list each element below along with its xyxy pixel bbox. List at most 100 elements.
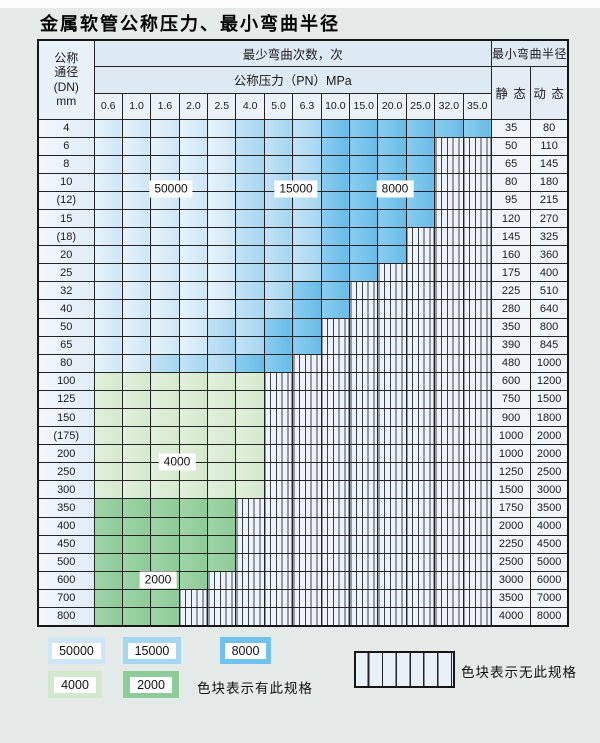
no-spec-cell bbox=[377, 480, 407, 500]
no-spec-cell bbox=[377, 426, 407, 446]
dynamic-radius-value: 2000 bbox=[530, 444, 569, 464]
table-row: 15 120 270 bbox=[37, 208, 569, 229]
no-spec-cell bbox=[377, 444, 407, 464]
pressure-column-header: 0.6 bbox=[93, 92, 123, 120]
spec-cell bbox=[93, 444, 123, 464]
no-spec-cell bbox=[405, 299, 436, 319]
spec-cell bbox=[207, 407, 237, 428]
table-row: 80 480 1000 bbox=[37, 353, 569, 373]
pressure-column-header: 32.0 bbox=[434, 92, 464, 120]
table-row: 40 280 640 bbox=[37, 299, 569, 319]
spec-cell bbox=[377, 154, 407, 174]
no-spec-cell bbox=[377, 552, 407, 572]
spec-cell bbox=[150, 607, 180, 627]
dn-column-header: 公称 通径 (DN) mm bbox=[37, 39, 95, 120]
static-radius-value: 2500 bbox=[490, 552, 532, 572]
table-row: 125 750 1500 bbox=[37, 389, 569, 410]
spec-cell bbox=[121, 299, 152, 319]
spec-cell bbox=[93, 426, 123, 446]
spec-cell bbox=[121, 534, 152, 554]
spec-cell bbox=[121, 208, 152, 229]
spec-cell bbox=[93, 498, 123, 518]
dynamic-radius-value: 270 bbox=[530, 208, 569, 229]
spec-cell bbox=[235, 208, 265, 229]
static-radius-value: 145 bbox=[490, 227, 532, 247]
static-radius-value: 175 bbox=[490, 263, 532, 283]
no-spec-cell bbox=[377, 462, 407, 482]
spec-cell bbox=[150, 498, 180, 518]
dn-value: 8 bbox=[37, 154, 95, 174]
no-spec-cell bbox=[263, 516, 294, 536]
spec-cell bbox=[207, 498, 237, 518]
spec-cell bbox=[235, 353, 265, 373]
table-row: 200 1000 2000 bbox=[37, 444, 569, 464]
no-spec-cell bbox=[434, 208, 464, 229]
static-radius-value: 900 bbox=[490, 407, 532, 428]
no-spec-cell bbox=[405, 317, 436, 337]
spec-cell bbox=[207, 389, 237, 410]
dynamic-radius-value: 5000 bbox=[530, 552, 569, 572]
static-column-header: 静 态 bbox=[490, 65, 532, 120]
pressure-column-header: 1.6 bbox=[150, 92, 180, 120]
spec-cell bbox=[150, 245, 180, 265]
static-radius-value: 95 bbox=[490, 190, 532, 210]
spec-cell bbox=[292, 281, 322, 301]
no-spec-cell bbox=[405, 534, 436, 554]
dn-value: 400 bbox=[37, 516, 95, 536]
no-spec-cell bbox=[263, 480, 294, 500]
no-spec-cell bbox=[292, 371, 322, 391]
pressure-column-header: 2.5 bbox=[207, 92, 237, 120]
spec-cell bbox=[121, 588, 152, 609]
no-spec-cell bbox=[405, 335, 436, 355]
no-spec-cell bbox=[434, 407, 464, 428]
spec-cell bbox=[292, 299, 322, 319]
dn-value: 80 bbox=[37, 353, 95, 373]
no-spec-cell bbox=[405, 444, 436, 464]
no-spec-cell bbox=[462, 245, 492, 265]
no-spec-cell bbox=[377, 498, 407, 518]
no-spec-cell bbox=[320, 588, 351, 609]
cycle-count-label: 15000 bbox=[274, 180, 318, 198]
spec-cell bbox=[320, 245, 351, 265]
no-spec-cell bbox=[377, 407, 407, 428]
no-spec-cell bbox=[377, 534, 407, 554]
no-spec-cell bbox=[434, 190, 464, 210]
bend-cycles-header: 最少弯曲次数，次 bbox=[93, 39, 492, 67]
spec-cell bbox=[150, 480, 180, 500]
cycle-count-label: 4000 bbox=[158, 453, 196, 471]
dynamic-radius-value: 145 bbox=[530, 154, 569, 174]
spec-cell bbox=[178, 317, 209, 337]
no-spec-cell bbox=[349, 607, 379, 627]
spec-cell bbox=[121, 227, 152, 247]
no-spec-cell bbox=[462, 172, 492, 192]
no-spec-cell bbox=[292, 498, 322, 518]
static-radius-value: 280 bbox=[490, 299, 532, 319]
spec-cell bbox=[93, 154, 123, 174]
static-radius-value: 350 bbox=[490, 317, 532, 337]
spec-cell bbox=[207, 172, 237, 192]
spec-cell bbox=[207, 444, 237, 464]
table-row: 700 3500 7000 bbox=[37, 588, 569, 609]
spec-cell bbox=[263, 281, 294, 301]
spec-cell bbox=[235, 480, 265, 500]
dn-value: 65 bbox=[37, 335, 95, 355]
spec-cell bbox=[121, 154, 152, 174]
static-radius-value: 35 bbox=[490, 118, 532, 138]
dn-value: 40 bbox=[37, 299, 95, 319]
spec-cell bbox=[377, 118, 407, 138]
legend-has-spec-text: 色块表示有此规格 bbox=[197, 681, 313, 696]
spec-cell bbox=[121, 407, 152, 428]
spec-cell bbox=[207, 208, 237, 229]
dn-header-line4: mm bbox=[56, 94, 77, 109]
no-spec-cell bbox=[207, 570, 237, 590]
spec-cell bbox=[93, 480, 123, 500]
spec-cell bbox=[320, 172, 351, 192]
dn-value: 500 bbox=[37, 552, 95, 572]
no-spec-cell bbox=[320, 498, 351, 518]
no-spec-cell bbox=[292, 353, 322, 373]
static-radius-value: 390 bbox=[490, 335, 532, 355]
spec-cell bbox=[207, 154, 237, 174]
no-spec-cell bbox=[320, 407, 351, 428]
no-spec-cell bbox=[320, 534, 351, 554]
spec-cell bbox=[178, 227, 209, 247]
